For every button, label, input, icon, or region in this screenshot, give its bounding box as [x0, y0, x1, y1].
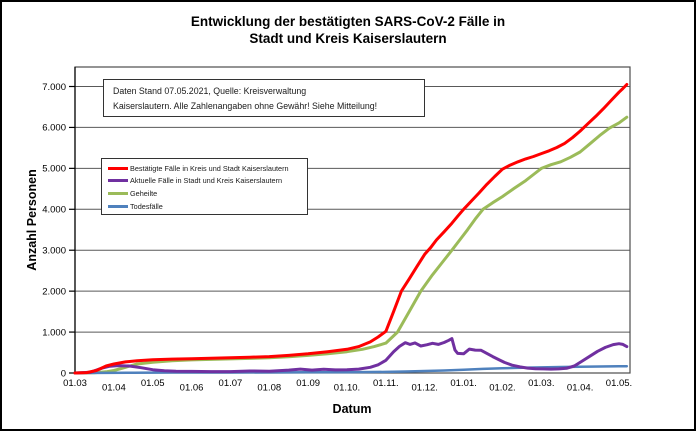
x-tick-label: 01.04. [567, 383, 593, 394]
x-tick-label: 01.12. [412, 383, 438, 394]
y-tick-label: 4.000 [42, 205, 66, 216]
series-line-bestaetigte-faelle [73, 83, 629, 375]
legend-label-todesfaelle: Todesfälle [130, 201, 163, 211]
legend-item-bestaetigte-faelle: Bestätigte Fälle in Kreis und Stadt Kais… [108, 162, 307, 175]
x-tick-label: 01.02. [489, 383, 515, 394]
y-tick-label: 5.000 [42, 164, 66, 175]
x-tick-label: 01.03. [528, 378, 554, 389]
x-tick-label: 01.03 [63, 378, 87, 389]
data-source-note-line2: Kaiserslautern. Alle Zahlenangaben ohne … [113, 100, 378, 111]
x-tick-label: 01.05 [141, 378, 165, 389]
y-tick-label: 2.000 [42, 286, 66, 297]
legend-item-aktuelle-faelle: Aktuelle Fälle in Stadt und Kreis Kaiser… [108, 175, 307, 188]
legend-label-aktuelle-faelle: Aktuelle Fälle in Stadt und Kreis Kaiser… [130, 176, 283, 186]
x-tick-label: 01.07 [219, 378, 243, 389]
chart-title: Entwicklung der bestätigten SARS-CoV-2 F… [2, 13, 694, 47]
x-tick-label: 01.05. [606, 378, 632, 389]
legend: Bestätigte Fälle in Kreis und Stadt Kais… [101, 158, 308, 215]
y-tick-label: 7.000 [42, 82, 66, 93]
y-tick-label: 3.000 [42, 246, 66, 257]
data-source-note-line1: Daten Stand 07.05.2021, Quelle: Kreisver… [113, 86, 307, 96]
x-tick-label: 01.04 [102, 383, 126, 394]
series-line-aktuelle-faelle [73, 337, 629, 375]
y-tick-label: 0 [61, 368, 66, 379]
chart-title-line2: Stadt und Kreis Kaiserslautern [249, 31, 447, 46]
legend-item-todesfaelle: Todesfälle [108, 200, 307, 213]
legend-line-swatch-geheilte [108, 191, 128, 195]
y-tick-label: 1.000 [42, 327, 66, 338]
data-source-note: Daten Stand 07.05.2021, Quelle: Kreisver… [103, 79, 425, 117]
x-tick-label: 01.08 [257, 383, 281, 394]
legend-line-swatch-todesfaelle [108, 204, 128, 208]
y-tick-label: 6.000 [42, 123, 66, 134]
x-tick-label: 01.11. [373, 378, 399, 389]
x-axis-title: Datum [332, 402, 372, 416]
legend-line-swatch-bestaetigte-faelle [108, 166, 128, 170]
legend-line-swatch-aktuelle-faelle [108, 179, 128, 183]
x-tick-label: 01.10. [334, 383, 360, 394]
plot-area [75, 67, 630, 373]
legend-label-geheilte: Geheilte [130, 188, 158, 198]
legend-label-bestaetigte-faelle: Bestätigte Fälle in Kreis und Stadt Kais… [130, 163, 289, 173]
legend-item-geheilte: Geheilte [108, 187, 307, 200]
x-tick-label: 01.09 [296, 378, 320, 389]
x-tick-label: 01.01. [450, 378, 476, 389]
x-tick-label: 01.06 [180, 383, 204, 394]
chart-title-line1: Entwicklung der bestätigten SARS-CoV-2 F… [190, 14, 506, 29]
